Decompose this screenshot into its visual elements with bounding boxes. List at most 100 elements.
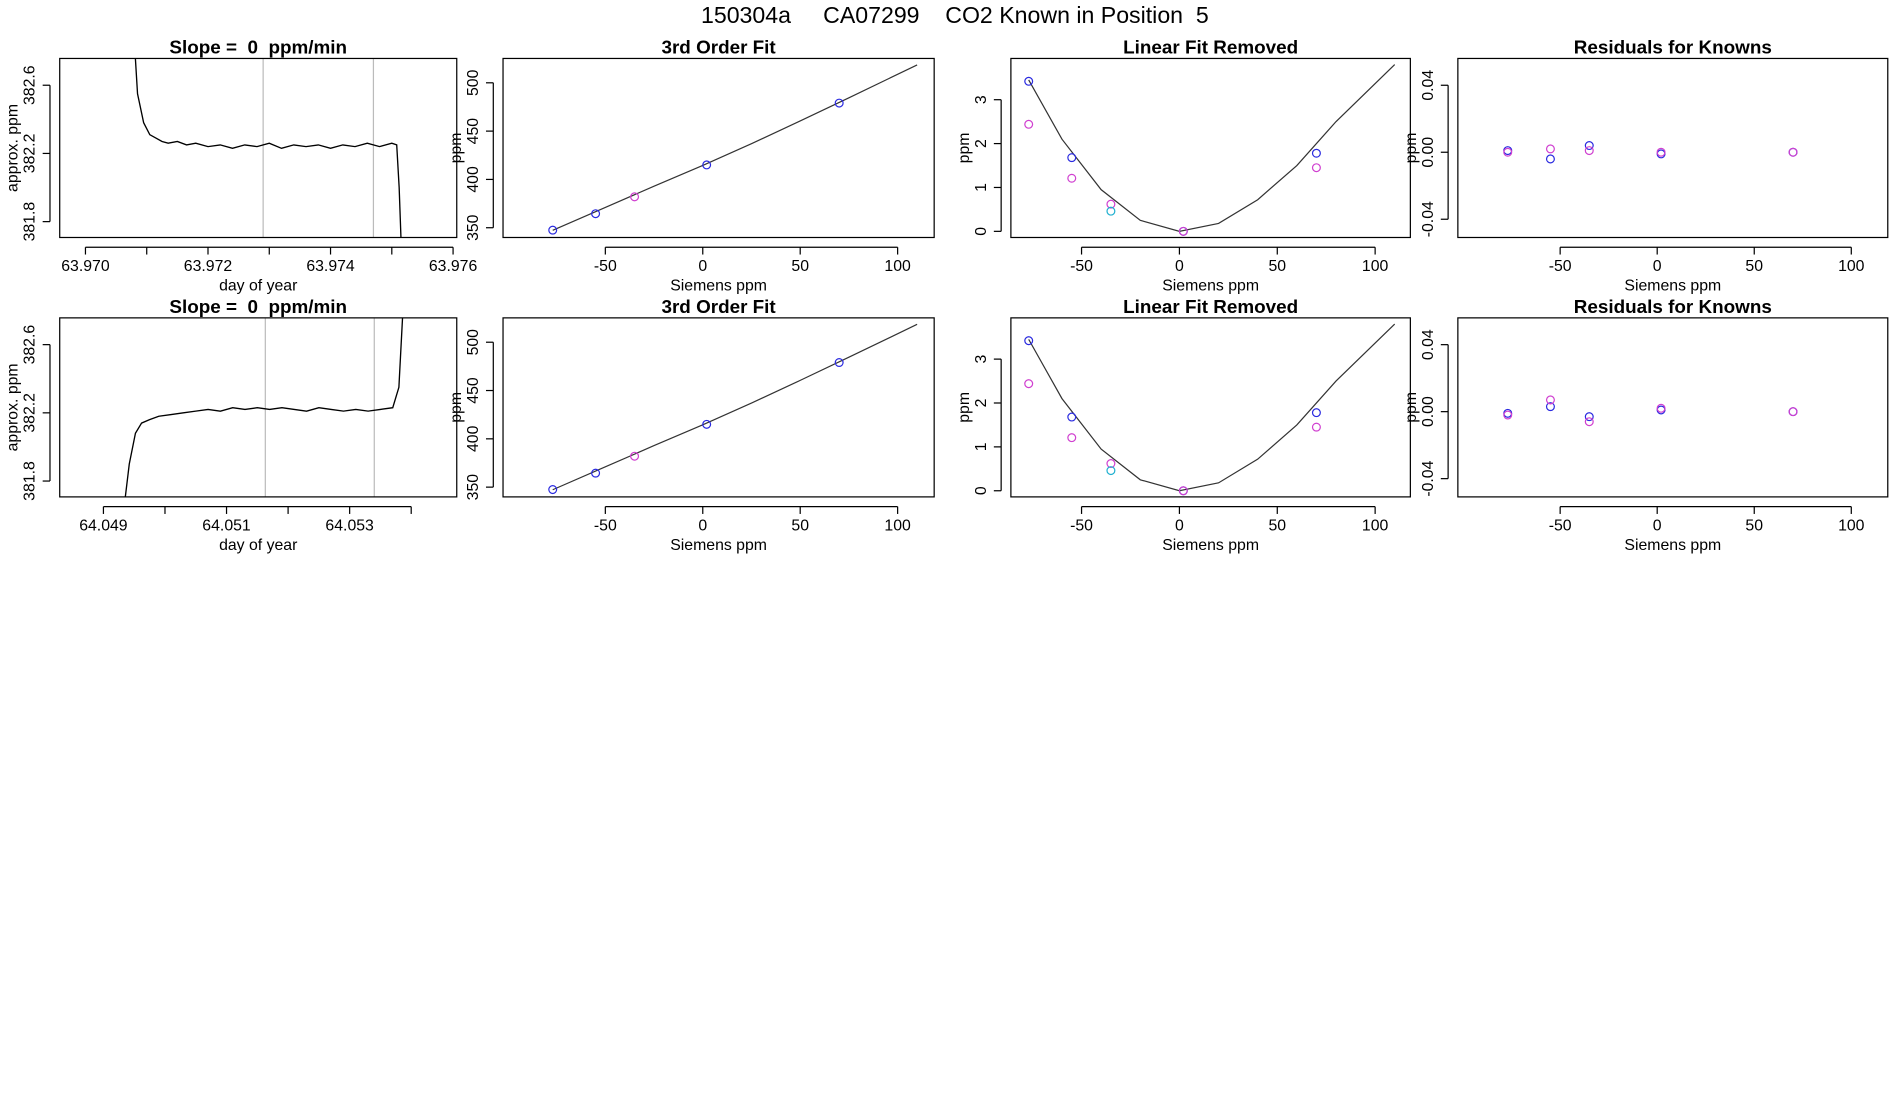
x-tick-label: -50 [1070,517,1093,534]
panel: Slope = 0 ppm/min day of year approx. ppm 6… [5,37,478,295]
x-axis-label: Siemens ppm [1624,537,1721,554]
point [630,451,640,461]
y-tick-label: 382.6 [22,65,39,105]
y-tick-label: 381.8 [22,202,39,242]
y-tick-label: 2 [973,399,990,408]
y-tick-label: 382.2 [22,393,39,433]
data-line [124,317,404,497]
y-axis-label: ppm [448,133,465,164]
x-tick-label: -50 [594,517,617,534]
y-tick-label: -0.04 [1420,201,1437,237]
point [1178,486,1188,496]
y-tick-label: 400 [465,166,482,193]
point [1545,395,1555,405]
y-tick-label: 0.04 [1420,329,1437,360]
y-tick-label: 3 [973,95,990,104]
point [702,419,712,429]
plot-frame [502,317,935,498]
panel: Residuals for Knowns Siemens ppm ppm -50 0 50… [1403,296,1889,554]
point [1024,119,1034,129]
point [1545,402,1555,412]
x-tick-label: 64.051 [202,517,251,534]
y-axis-label: ppm [448,392,465,423]
point [1584,146,1594,156]
y-tick-label: 2 [973,139,990,148]
y-axis-label: ppm [1403,392,1420,423]
x-tick-label: 50 [1745,258,1763,275]
y-tick-label: 450 [465,118,482,145]
point [834,358,844,368]
point [630,192,640,202]
x-tick-label: 50 [1745,517,1763,534]
x-tick-label: 100 [1838,517,1865,534]
x-tick-label: 100 [884,517,911,534]
point [548,225,558,235]
point [1788,407,1798,417]
point [1311,148,1321,158]
point [1311,422,1321,432]
point [1584,412,1594,422]
y-tick-label: 382.6 [22,325,39,365]
panel-title: Linear Fit Removed [1123,37,1298,58]
x-tick-label: 100 [884,258,911,275]
point [1067,153,1077,163]
y-axis-label: ppm [1403,133,1420,164]
y-tick-label: 0.00 [1420,137,1437,168]
x-tick-label: 100 [1362,258,1389,275]
point [1178,226,1188,236]
point [591,209,601,219]
y-tick-label: 450 [465,377,482,404]
point [1503,410,1513,420]
plot-frame [59,317,458,498]
point [1106,459,1116,469]
panel-title: Slope = 0 ppm/min [169,296,347,317]
x-tick-label: 63.976 [429,258,478,275]
point [1067,173,1077,183]
point [1311,408,1321,418]
panel-title: Residuals for Knowns [1574,37,1772,58]
fit-curve [552,64,918,231]
point [1106,199,1116,209]
x-tick-label: 100 [1362,517,1389,534]
point [1545,154,1555,164]
x-tick-label: 64.053 [325,517,374,534]
y-axis-label: ppm [956,133,973,164]
x-axis-label: Siemens ppm [670,277,767,294]
panel: Residuals for Knowns Siemens ppm ppm -50 0 50… [1403,37,1889,294]
fit-curve [1028,323,1396,492]
plot-frame [502,57,935,239]
x-tick-label: -50 [1549,258,1572,275]
x-tick-label: 0 [698,517,707,534]
x-tick-label: 63.970 [61,258,110,275]
point [1024,379,1034,389]
x-tick-label: 50 [791,258,809,275]
x-axis-label: Siemens ppm [1162,537,1259,554]
plot-frame [59,57,458,239]
x-tick-label: 0 [1653,517,1662,534]
point [1656,147,1666,157]
y-tick-label: 1 [973,442,990,451]
panel-title: Slope = 0 ppm/min [169,37,347,58]
point [1067,412,1077,422]
x-tick-label: 0 [1175,517,1184,534]
y-tick-label: 382.2 [22,134,39,174]
x-axis-label: day of year [219,537,298,554]
y-tick-label: 500 [465,329,482,356]
point [1067,433,1077,443]
y-tick-label: 1 [973,183,990,192]
point [1106,466,1116,476]
x-axis-label: day of year [219,277,298,294]
point [1545,144,1555,154]
plot-frame [1010,57,1411,239]
plot-frame [1457,57,1889,239]
y-tick-label: 500 [465,69,482,96]
point [548,485,558,495]
point [702,160,712,170]
x-tick-label: 63.972 [184,258,232,275]
y-tick-label: 381.8 [22,461,39,501]
point [1503,147,1513,157]
x-tick-label: 0 [1653,258,1662,275]
fit-curve [1028,64,1396,232]
